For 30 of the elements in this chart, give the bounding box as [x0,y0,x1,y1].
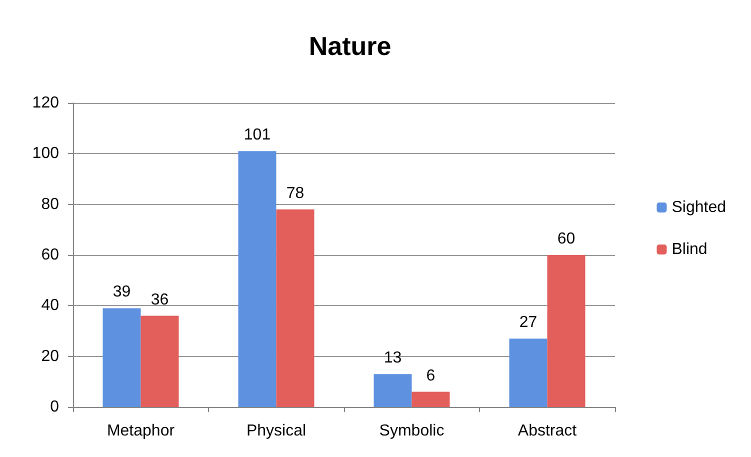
bar [509,338,548,407]
data-label: 39 [112,284,131,301]
data-label: 6 [426,367,436,384]
x-tick-label: Physical [246,422,306,440]
bar [140,316,179,407]
x-tick-label: Abstract [518,422,578,440]
data-label: 78 [286,184,304,202]
y-tick-label: 80 [41,196,60,213]
chart-title: Nature [308,31,392,61]
x-tick-label: Symbolic [379,422,444,440]
data-label: 101 [244,126,271,144]
data-label: 36 [150,291,169,308]
bar [102,308,141,407]
y-tick-label: 60 [41,246,60,264]
data-label: 60 [557,230,576,248]
bar [276,209,314,407]
bar [412,392,450,407]
y-tick-label: 40 [41,297,60,314]
legend-label: Blind [672,241,708,258]
bar [547,255,586,407]
legend-label: Sighted [672,199,726,216]
y-tick-label: 20 [41,348,60,365]
y-tick-label: 100 [32,145,60,162]
data-label: 13 [384,350,402,367]
y-tick-label: 120 [32,94,60,112]
x-tick-label: Metaphor [106,422,176,440]
bar [374,374,412,407]
y-tick-label: 0 [50,398,60,416]
bar [238,151,276,407]
data-label: 27 [519,314,538,332]
